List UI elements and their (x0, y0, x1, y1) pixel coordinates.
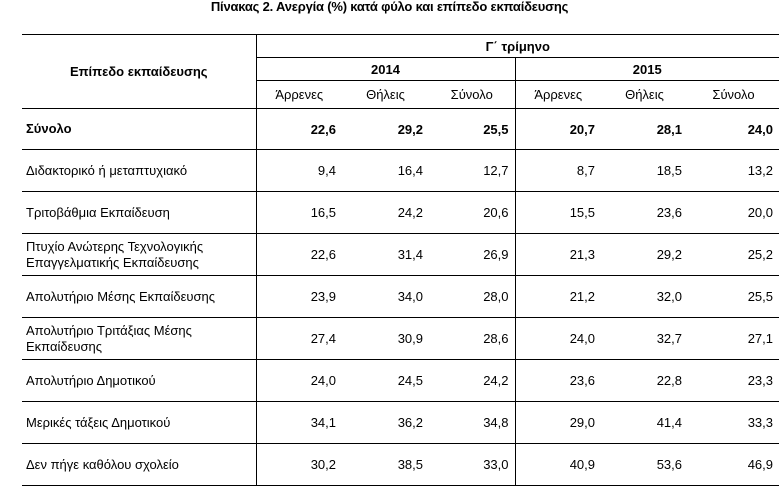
value-cell: 29,2 (601, 233, 688, 276)
subheader-males-2014: Άρρενες (256, 80, 342, 109)
value-cell: 27,4 (256, 317, 342, 360)
value-cell: 31,4 (342, 233, 429, 276)
value-cell: 41,4 (601, 401, 688, 444)
value-cell: 24,5 (342, 359, 429, 402)
value-cell: 23,6 (601, 191, 688, 234)
table-title: Πίνακας 2. Ανεργία (%) κατά φύλο και επί… (210, 0, 569, 14)
value-cell: 8,7 (515, 149, 601, 192)
value-cell: 22,6 (256, 108, 342, 150)
row-label: Μερικές τάξεις Δημοτικού (22, 401, 257, 444)
value-cell: 27,1 (688, 317, 779, 360)
value-cell: 34,1 (256, 401, 342, 444)
table-row: Απολυτήριο Μέσης Εκπαίδευσης 23,9 34,0 28,0… (22, 275, 779, 318)
subheader-males-2015: Άρρενες (515, 80, 601, 109)
row-label: Απολυτήριο Δημοτικού (22, 359, 257, 402)
table-row: Σύνολο 22,6 29,2 25,5 20,7 28,1 24,0 (22, 108, 779, 150)
value-cell: 29,2 (342, 108, 429, 150)
value-cell: 24,0 (688, 108, 779, 150)
value-cell: 24,0 (515, 317, 601, 360)
value-cell: 40,9 (515, 443, 601, 486)
value-cell: 16,4 (342, 149, 429, 192)
value-cell: 34,8 (429, 401, 516, 444)
value-cell: 12,7 (429, 149, 516, 192)
row-label: Απολυτήριο Τριτάξιας Μέσης Εκπαίδευσης (22, 317, 257, 360)
value-cell: 25,5 (688, 275, 779, 318)
education-level-header: Επίπεδο εκπαίδευσης (22, 34, 257, 109)
table-row: Πτυχίο Ανώτερης Τεχνολογικής Επαγγελματι… (22, 233, 779, 276)
year-header-2015: 2015 (515, 57, 779, 81)
subheader-total-2015: Σύνολο (688, 80, 779, 109)
value-cell: 20,7 (515, 108, 601, 150)
table-row: Απολυτήριο Δημοτικού 24,0 24,5 24,2 23,6 22,8… (22, 359, 779, 402)
table-row: Διδακτορικό ή μεταπτυχιακό 9,4 16,4 12,7 8,7… (22, 149, 779, 192)
subheader-total-2014: Σύνολο (429, 80, 516, 109)
value-cell: 28,1 (601, 108, 688, 150)
value-cell: 53,6 (601, 443, 688, 486)
value-cell: 23,9 (256, 275, 342, 318)
value-cell: 36,2 (342, 401, 429, 444)
value-cell: 46,9 (688, 443, 779, 486)
unemployment-table: Επίπεδο εκπαίδευσης Γ΄ τρίμηνο 2014 2015… (22, 34, 779, 486)
value-cell: 21,2 (515, 275, 601, 318)
table-row: Δεν πήγε καθόλου σχολείο 30,2 38,5 33,0 40,9… (22, 443, 779, 486)
value-cell: 16,5 (256, 191, 342, 234)
value-cell: 25,5 (429, 108, 516, 150)
value-cell: 21,3 (515, 233, 601, 276)
value-cell: 32,7 (601, 317, 688, 360)
row-label: Δεν πήγε καθόλου σχολείο (22, 443, 257, 486)
subheader-females-2014: Θήλεις (342, 80, 429, 109)
value-cell: 15,5 (515, 191, 601, 234)
value-cell: 25,2 (688, 233, 779, 276)
value-cell: 18,5 (601, 149, 688, 192)
value-cell: 23,6 (515, 359, 601, 402)
value-cell: 38,5 (342, 443, 429, 486)
value-cell: 32,0 (601, 275, 688, 318)
value-cell: 22,6 (256, 233, 342, 276)
value-cell: 26,9 (429, 233, 516, 276)
row-label: Τριτοβάθμια Εκπαίδευση (22, 191, 257, 234)
table-row: Απολυτήριο Τριτάξιας Μέσης Εκπαίδευσης 27… (22, 317, 779, 360)
value-cell: 33,3 (688, 401, 779, 444)
value-cell: 28,0 (429, 275, 516, 318)
value-cell: 20,6 (429, 191, 516, 234)
row-label: Πτυχίο Ανώτερης Τεχνολογικής Επαγγελματι… (22, 233, 257, 276)
row-label: Σύνολο (22, 108, 257, 150)
value-cell: 24,2 (429, 359, 516, 402)
value-cell: 33,0 (429, 443, 516, 486)
value-cell: 34,0 (342, 275, 429, 318)
quarter-header: Γ΄ τρίμηνο (256, 34, 779, 58)
value-cell: 23,3 (688, 359, 779, 402)
row-label: Απολυτήριο Μέσης Εκπαίδευσης (22, 275, 257, 318)
row-label: Διδακτορικό ή μεταπτυχιακό (22, 149, 257, 192)
value-cell: 24,0 (256, 359, 342, 402)
table-row: Τριτοβάθμια Εκπαίδευση 16,5 24,2 20,6 15,5 23… (22, 191, 779, 234)
subheader-females-2015: Θήλεις (601, 80, 688, 109)
value-cell: 20,0 (688, 191, 779, 234)
year-header-2014: 2014 (256, 57, 516, 81)
value-cell: 22,8 (601, 359, 688, 402)
value-cell: 30,9 (342, 317, 429, 360)
value-cell: 29,0 (515, 401, 601, 444)
value-cell: 9,4 (256, 149, 342, 192)
table-row: Μερικές τάξεις Δημοτικού 34,1 36,2 34,8 29,0… (22, 401, 779, 444)
value-cell: 24,2 (342, 191, 429, 234)
value-cell: 28,6 (429, 317, 516, 360)
value-cell: 30,2 (256, 443, 342, 486)
value-cell: 13,2 (688, 149, 779, 192)
